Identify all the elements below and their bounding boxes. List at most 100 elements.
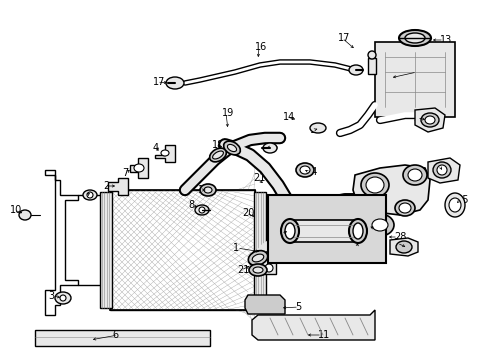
- Text: 19: 19: [222, 108, 234, 118]
- Text: 15: 15: [266, 142, 279, 152]
- Text: 3: 3: [48, 291, 54, 301]
- Bar: [35, 330, 209, 346]
- Ellipse shape: [281, 219, 298, 243]
- Ellipse shape: [352, 223, 362, 239]
- Text: 9: 9: [82, 191, 88, 201]
- Ellipse shape: [348, 65, 362, 75]
- Ellipse shape: [398, 30, 430, 46]
- Text: 22: 22: [371, 225, 384, 235]
- Polygon shape: [389, 238, 417, 256]
- Text: 13: 13: [439, 35, 451, 45]
- Text: 17: 17: [337, 33, 350, 43]
- Ellipse shape: [285, 223, 294, 239]
- Ellipse shape: [424, 116, 434, 124]
- Text: 12: 12: [412, 67, 425, 77]
- Ellipse shape: [264, 264, 272, 272]
- Text: 8: 8: [187, 200, 194, 210]
- Bar: [367, 58, 375, 74]
- Ellipse shape: [365, 177, 383, 193]
- Ellipse shape: [407, 169, 421, 181]
- Text: 29: 29: [352, 243, 365, 253]
- Bar: [267, 195, 385, 263]
- Bar: [100, 192, 112, 308]
- Text: 18: 18: [212, 140, 224, 150]
- Text: 19: 19: [198, 185, 210, 195]
- Bar: [110, 190, 254, 310]
- Ellipse shape: [365, 214, 393, 236]
- Ellipse shape: [398, 203, 410, 213]
- Polygon shape: [155, 145, 175, 162]
- Ellipse shape: [19, 210, 31, 220]
- Text: 28: 28: [393, 232, 406, 242]
- Ellipse shape: [436, 165, 446, 175]
- Ellipse shape: [55, 292, 71, 304]
- Bar: [262, 248, 275, 274]
- Ellipse shape: [60, 295, 66, 301]
- Polygon shape: [45, 170, 78, 315]
- Ellipse shape: [87, 192, 93, 198]
- Ellipse shape: [263, 143, 276, 153]
- Text: 1: 1: [232, 243, 239, 253]
- Text: 23: 23: [392, 238, 405, 248]
- Polygon shape: [244, 295, 285, 314]
- Ellipse shape: [252, 267, 263, 273]
- Bar: [253, 192, 265, 308]
- Ellipse shape: [248, 251, 267, 265]
- Polygon shape: [108, 178, 128, 195]
- Ellipse shape: [200, 184, 216, 196]
- Text: 17: 17: [153, 77, 165, 87]
- Ellipse shape: [402, 165, 426, 185]
- Ellipse shape: [264, 251, 272, 259]
- Ellipse shape: [203, 187, 212, 193]
- Ellipse shape: [227, 144, 236, 152]
- Text: 25: 25: [455, 195, 468, 205]
- Text: 11: 11: [317, 330, 329, 340]
- Ellipse shape: [394, 200, 414, 216]
- Ellipse shape: [444, 193, 464, 217]
- Text: 24: 24: [305, 167, 317, 177]
- Ellipse shape: [134, 164, 143, 172]
- Ellipse shape: [161, 150, 169, 156]
- Text: 7: 7: [122, 168, 128, 178]
- Text: 4: 4: [153, 143, 159, 153]
- Bar: [110, 190, 254, 310]
- Ellipse shape: [83, 190, 97, 200]
- Ellipse shape: [348, 219, 366, 243]
- Ellipse shape: [199, 207, 204, 213]
- Bar: [289, 220, 357, 242]
- Text: 21: 21: [252, 173, 265, 183]
- Ellipse shape: [420, 113, 438, 127]
- Text: 26: 26: [436, 163, 448, 173]
- Ellipse shape: [212, 151, 223, 159]
- Text: 27: 27: [412, 113, 425, 123]
- Polygon shape: [251, 310, 374, 340]
- Ellipse shape: [248, 264, 266, 276]
- Text: 14: 14: [283, 112, 295, 122]
- Ellipse shape: [223, 141, 240, 155]
- Ellipse shape: [165, 77, 183, 89]
- Ellipse shape: [432, 162, 450, 178]
- Text: 6: 6: [112, 330, 118, 340]
- Ellipse shape: [448, 198, 460, 212]
- Ellipse shape: [309, 123, 325, 133]
- Text: 15: 15: [309, 125, 322, 135]
- Text: 2: 2: [103, 181, 109, 191]
- Ellipse shape: [195, 205, 208, 215]
- Ellipse shape: [295, 163, 313, 177]
- Ellipse shape: [252, 254, 263, 262]
- Text: 5: 5: [294, 302, 301, 312]
- Ellipse shape: [395, 241, 411, 253]
- Polygon shape: [130, 158, 148, 178]
- Text: 29: 29: [276, 228, 289, 238]
- Text: 10: 10: [10, 205, 22, 215]
- Text: 20: 20: [242, 208, 254, 218]
- Ellipse shape: [299, 166, 309, 174]
- Polygon shape: [414, 108, 444, 132]
- Text: 16: 16: [254, 42, 267, 52]
- Ellipse shape: [360, 173, 388, 197]
- Ellipse shape: [209, 148, 226, 162]
- Ellipse shape: [404, 33, 424, 43]
- Text: 21: 21: [237, 265, 249, 275]
- Ellipse shape: [367, 51, 375, 59]
- Polygon shape: [427, 158, 459, 183]
